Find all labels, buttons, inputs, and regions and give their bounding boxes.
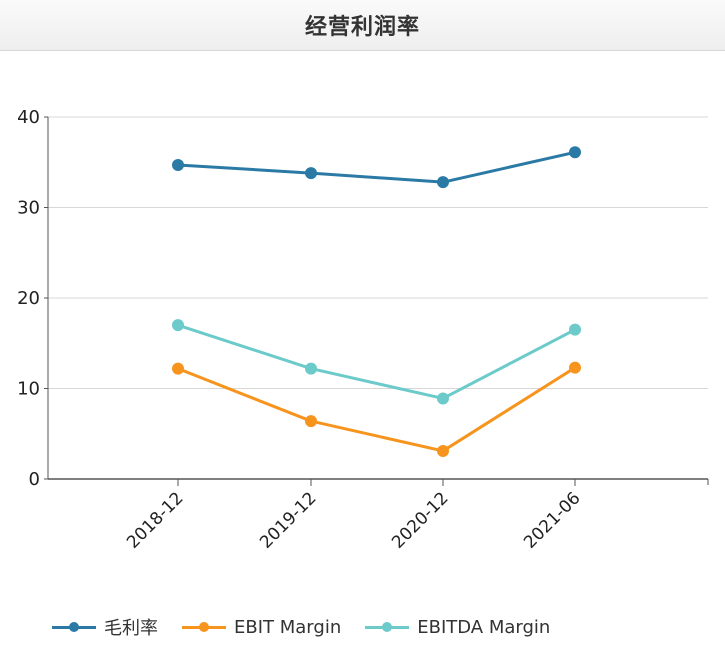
data-point-s2-1[interactable] [305,362,317,375]
data-point-s2-0[interactable] [172,319,184,332]
y-tick-label: 10 [17,379,40,400]
data-point-s0-1[interactable] [305,167,317,180]
chart-title: 经营利润率 [304,15,420,40]
chart-legend: 毛利率 EBIT Margin EBITDA Margin [52,614,574,640]
series-line-1 [176,366,577,453]
line-chart: 0 10 20 30 40 2018-12 2019-12 2020-12 2021-06 [17,107,709,553]
data-point-s1-1[interactable] [305,415,317,428]
grid-lines [48,116,708,389]
legend-item-gross-margin[interactable]: 毛利率 [52,614,158,640]
series-line-2 [176,323,577,400]
data-point-s1-0[interactable] [172,362,184,375]
x-tick-label: 2019-12 [256,488,320,552]
series-line-0 [176,150,577,184]
legend-swatch-0 [52,620,96,634]
y-tick-label: 30 [17,198,40,219]
data-point-s1-2[interactable] [437,444,449,457]
legend-item-ebitda-margin[interactable]: EBITDA Margin [365,617,550,638]
data-point-s2-3[interactable] [569,323,581,336]
legend-dot-0 [69,622,79,632]
legend-swatch-1 [182,620,226,634]
chart-header: 经营利润率 [0,0,725,51]
data-point-s0-3[interactable] [569,146,581,159]
legend-label: EBIT Margin [234,616,342,638]
legend-dot-1 [199,622,209,632]
y-tick-label: 40 [17,107,40,128]
data-point-s0-0[interactable] [172,158,184,171]
x-tick-label: 2021-06 [520,488,584,552]
axes: 0 10 20 30 40 2018-12 2019-12 2020-12 2021-06 [17,107,709,553]
y-tick-label: 20 [17,288,40,309]
series-layer [172,146,581,457]
y-tick-label: 0 [29,469,40,490]
data-point-s0-2[interactable] [437,176,449,189]
legend-label: 毛利率 [104,618,158,639]
legend-label: EBITDA Margin [417,616,551,638]
x-tick-label: 2018-12 [123,488,187,552]
legend-item-ebit-margin[interactable]: EBIT Margin [182,617,341,638]
x-tick-label: 2020-12 [388,488,452,552]
legend-swatch-2 [365,620,410,634]
legend-dot-2 [382,622,393,632]
data-point-s1-3[interactable] [569,361,581,374]
data-point-s2-2[interactable] [437,392,449,405]
